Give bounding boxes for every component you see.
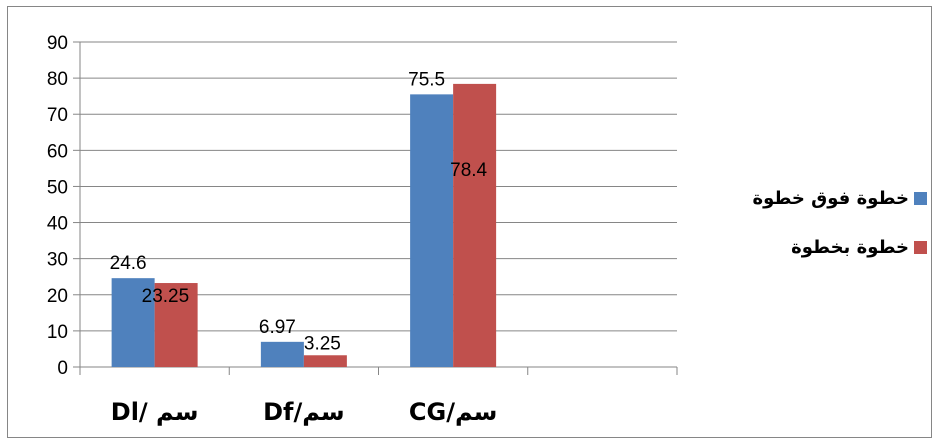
bar-series-1-1 <box>111 278 155 367</box>
legend-item-series-2: خطوة بخطوة <box>752 232 927 262</box>
x-category-label: CG/سم <box>409 398 498 426</box>
x-category-label: Df/سم <box>263 398 345 426</box>
y-tick-label: 40 <box>47 214 68 235</box>
legend: خطوة فوق خطوة خطوة بخطوة <box>752 183 927 281</box>
bar-series-1-2 <box>260 341 304 367</box>
bar-series-1-3 <box>410 94 454 367</box>
data-label-series-1-2: 6.97 <box>259 317 296 338</box>
y-tick-label: 0 <box>57 358 68 379</box>
y-tick-label: 80 <box>47 69 68 90</box>
bar-series-2-1 <box>154 283 198 367</box>
data-label-series-1-1: 24.6 <box>110 253 147 274</box>
legend-swatch-series-1 <box>914 191 927 205</box>
x-category-label: Dl/ سم <box>111 398 199 426</box>
y-tick-label: 90 <box>47 33 68 54</box>
y-tick-label: 60 <box>47 141 68 162</box>
data-label-series-2-3: 78.4 <box>450 160 487 181</box>
bar-series-2-3 <box>453 83 497 367</box>
y-tick-label: 30 <box>47 250 68 271</box>
y-tick-label: 50 <box>47 177 68 198</box>
data-label-series-2-1: 23.25 <box>142 286 190 307</box>
legend-item-series-1: خطوة فوق خطوة <box>752 183 927 213</box>
legend-label-series-1: خطوة فوق خطوة <box>752 187 909 209</box>
data-label-series-1-3: 75.5 <box>408 69 445 90</box>
data-label-series-2-2: 3.25 <box>304 333 341 354</box>
legend-label-series-2: خطوة بخطوة <box>791 236 909 258</box>
y-tick-label: 20 <box>47 286 68 307</box>
y-tick-label: 10 <box>47 322 68 343</box>
y-tick-label: 70 <box>47 105 68 126</box>
bar-series-2-2 <box>303 355 347 367</box>
legend-swatch-series-2 <box>914 240 927 254</box>
